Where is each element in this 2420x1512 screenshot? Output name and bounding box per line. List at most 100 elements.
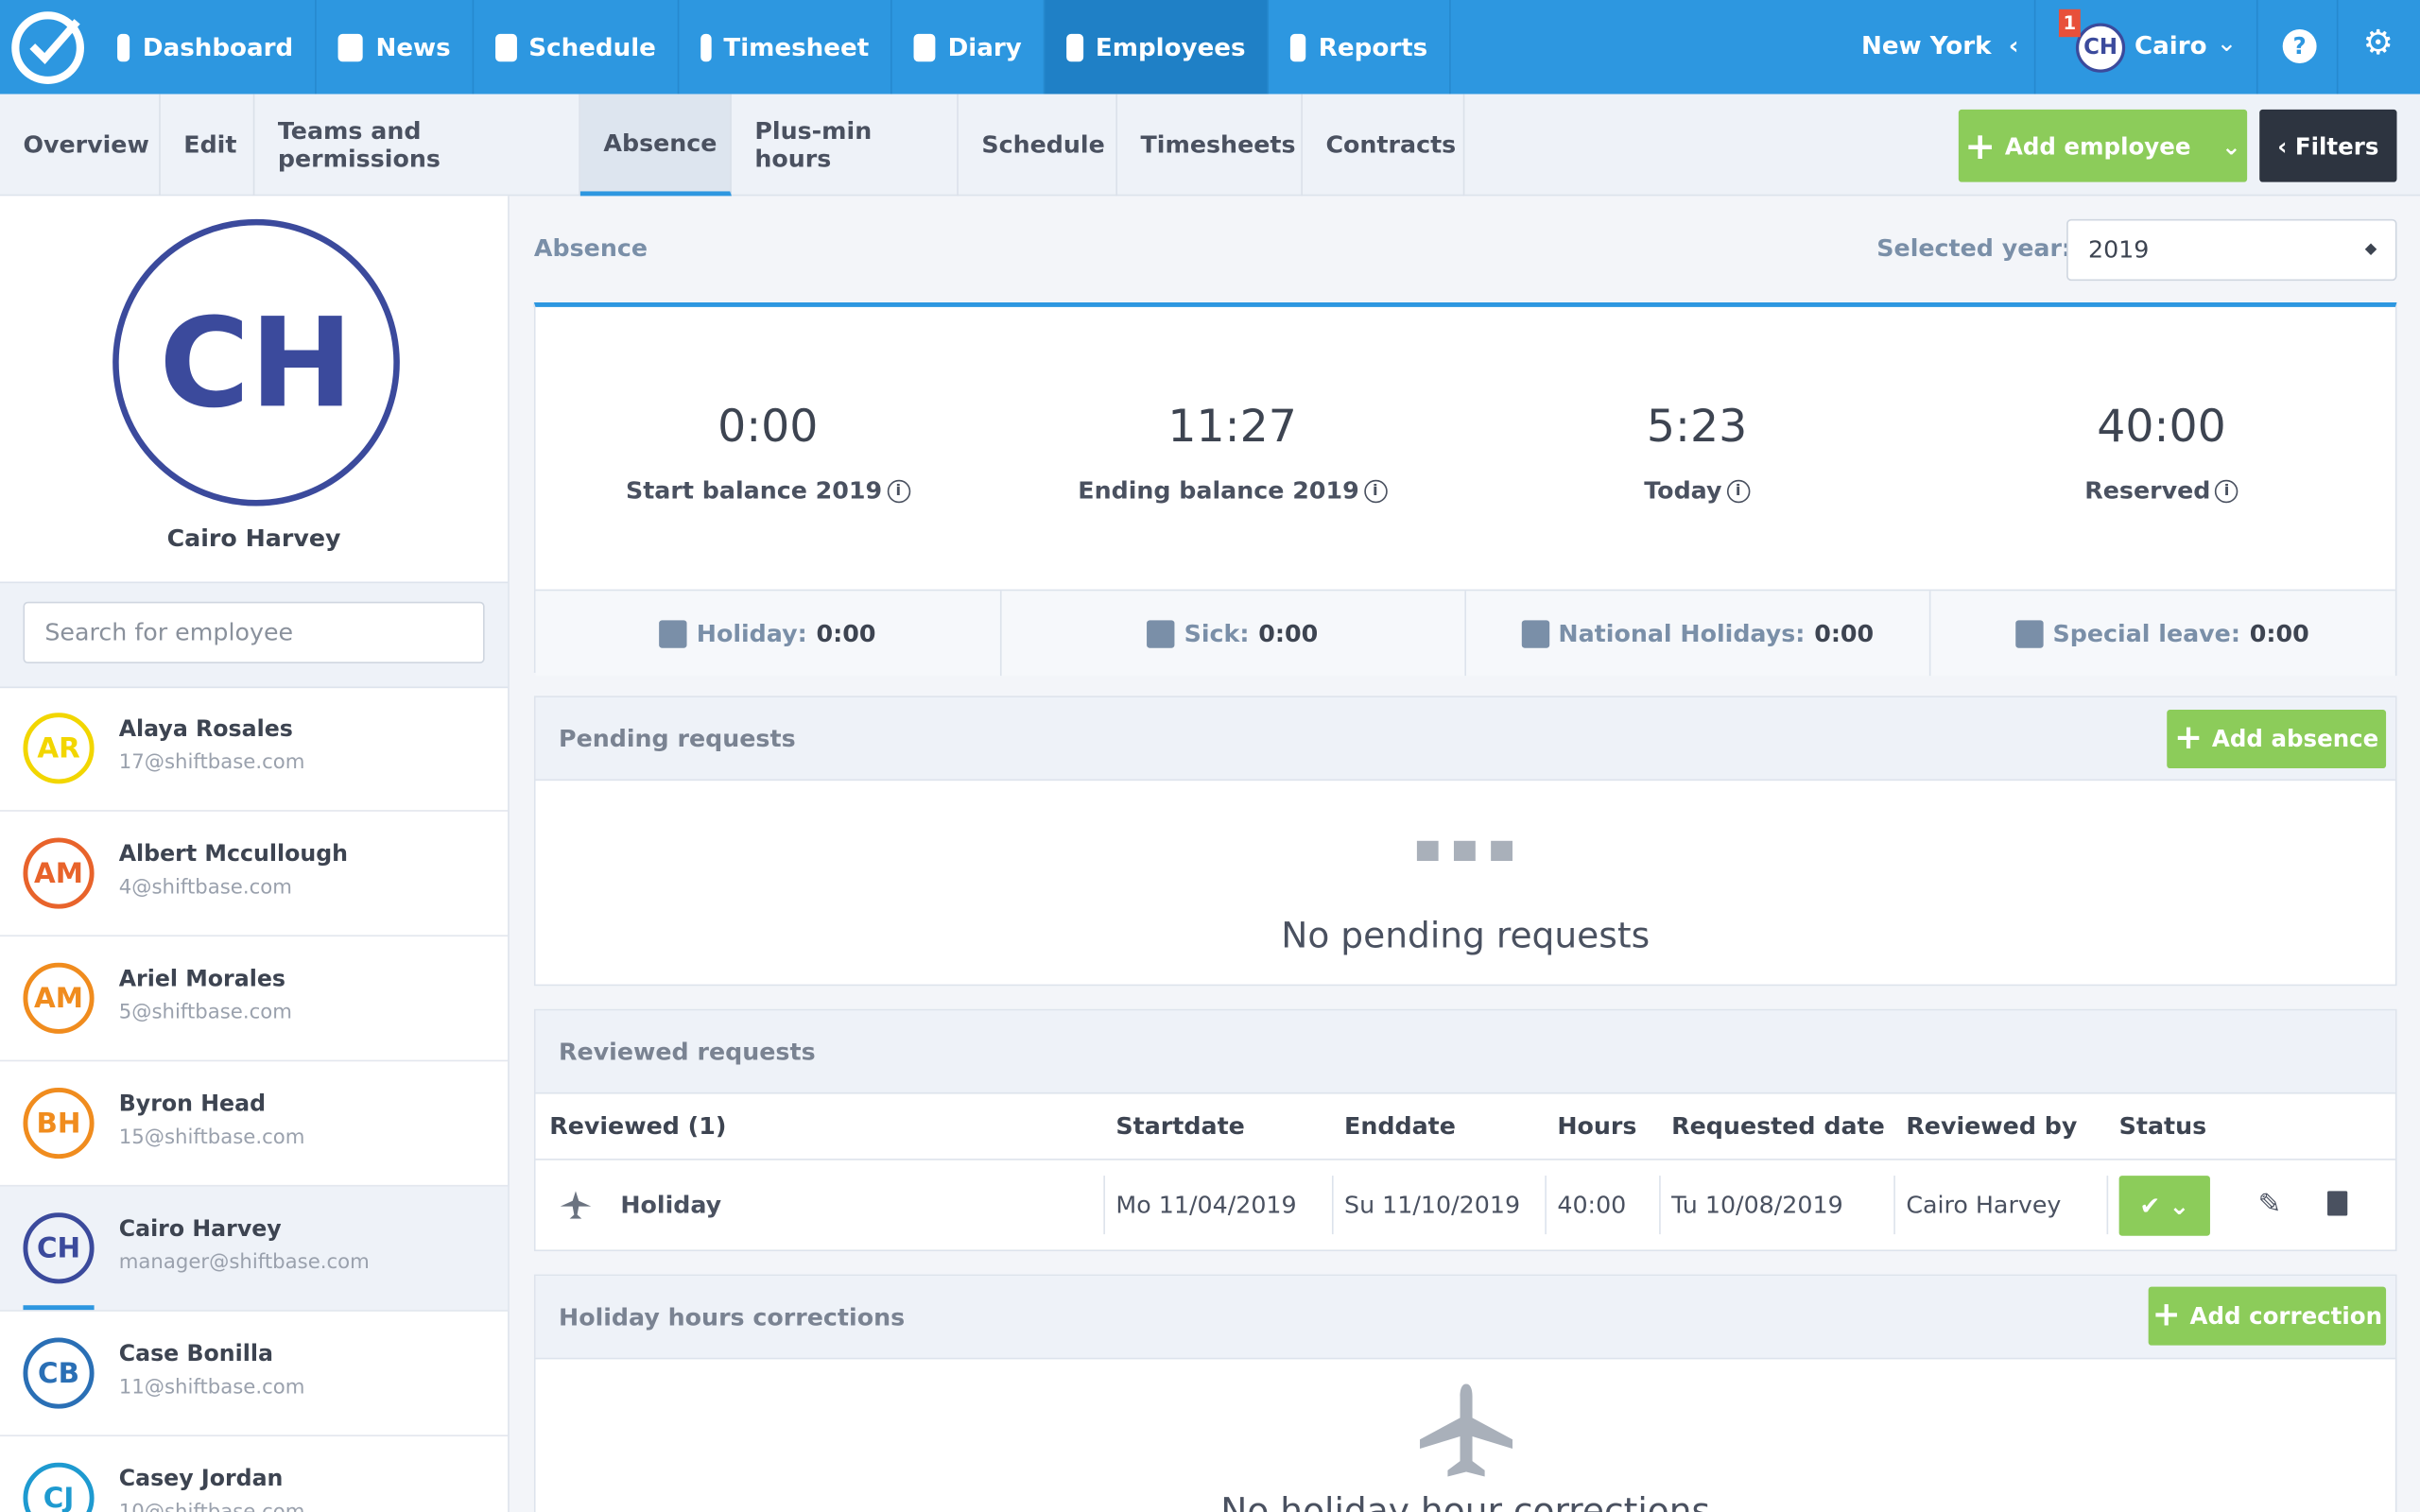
employee-item[interactable]: AM Albert Mccullough 4@shiftbase.com bbox=[0, 812, 509, 937]
employee-item[interactable]: CJ Casey Jordan 10@shiftbase.com bbox=[0, 1436, 508, 1512]
cell-separator bbox=[1103, 1176, 1105, 1235]
tab[interactable]: Timesheets bbox=[1117, 94, 1303, 197]
employee-name: Casey Jordan bbox=[118, 1467, 284, 1492]
balance-label-text: Reserved bbox=[2084, 476, 2211, 505]
employee-item[interactable]: AR Alaya Rosales 17@shiftbase.com bbox=[0, 687, 509, 812]
select-arrows: ◆ bbox=[2364, 240, 2377, 258]
caret: ⌄ bbox=[2221, 131, 2241, 160]
type-label: Special leave: bbox=[2052, 619, 2240, 647]
section-title: Absence bbox=[533, 234, 648, 263]
panel-title: Holiday hours corrections bbox=[559, 1302, 906, 1332]
employee-avatar: AM bbox=[23, 962, 95, 1034]
type-icon bbox=[2015, 619, 2044, 647]
absence-types: Holiday: 0:00 Sick: 0:00 National Holidays: 0… bbox=[535, 589, 2396, 677]
add-correction-label: Add correction bbox=[2189, 1301, 2383, 1331]
plane-icon bbox=[1420, 1383, 1512, 1477]
column-header: Startdate bbox=[1115, 1112, 1245, 1141]
column-header: Requested date bbox=[1671, 1112, 1885, 1141]
employee-item[interactable]: CB Case Bonilla 11@shiftbase.com bbox=[0, 1312, 509, 1436]
filters-button[interactable]: ‹ Filters bbox=[2259, 109, 2397, 182]
employee-name: Alaya Rosales bbox=[118, 717, 293, 743]
location-name: New York bbox=[1860, 30, 1992, 60]
add-employee-label: Add employee bbox=[2004, 131, 2191, 160]
nav-label: Diary bbox=[947, 32, 1022, 62]
help-button[interactable]: ? bbox=[2282, 29, 2317, 63]
info-icon: i bbox=[1363, 479, 1388, 504]
panel-header: Reviewed requests bbox=[535, 1010, 2395, 1094]
delete-button[interactable] bbox=[2327, 1191, 2348, 1216]
nav-item[interactable]: Timesheet bbox=[679, 0, 892, 94]
balance: 11:27 Ending balance 2019 i bbox=[1000, 400, 1464, 505]
row-icon bbox=[560, 1191, 592, 1219]
nav-item[interactable]: Employees bbox=[1045, 0, 1270, 94]
nav-item[interactable]: Reports bbox=[1269, 0, 1451, 94]
status-button[interactable]: ✔ ⌄ bbox=[2118, 1176, 2210, 1236]
type-value: 0:00 bbox=[1258, 619, 1319, 647]
employee-name: Albert Mccullough bbox=[118, 842, 349, 868]
employee-item[interactable]: CH Cairo Harvey manager@shiftbase.com bbox=[0, 1186, 509, 1312]
panel-header: Pending requests + Add absence bbox=[535, 696, 2395, 782]
type-icon bbox=[659, 619, 687, 647]
nav-item[interactable]: News bbox=[317, 0, 475, 94]
tab[interactable]: Teams and permissions bbox=[254, 94, 580, 197]
employee-email: 11@shiftbase.com bbox=[118, 1376, 305, 1400]
nav-label: Reports bbox=[1318, 32, 1428, 62]
balance-label-text: Today bbox=[1644, 476, 1722, 505]
tab[interactable]: Edit bbox=[161, 94, 255, 197]
employee-email: 4@shiftbase.com bbox=[118, 876, 292, 900]
add-correction-button[interactable]: + Add correction bbox=[2148, 1286, 2387, 1346]
employee-email: 15@shiftbase.com bbox=[118, 1125, 305, 1150]
tab[interactable]: Overview bbox=[0, 94, 161, 197]
year-value: 2019 bbox=[2087, 235, 2150, 265]
balance-value: 11:27 bbox=[1167, 399, 1297, 453]
type-label: National Holidays: bbox=[1558, 619, 1806, 647]
tab[interactable]: Plus-min hours bbox=[732, 94, 959, 197]
year-select[interactable]: 2019 ◆ bbox=[2066, 218, 2397, 282]
table-cell: Cairo Harvey bbox=[1906, 1191, 2062, 1219]
cell-separator bbox=[1545, 1176, 1547, 1235]
table-cell: Tu 10/08/2019 bbox=[1671, 1191, 1843, 1219]
divider bbox=[2336, 0, 2339, 94]
edit-button[interactable]: ✎ bbox=[2257, 1188, 2282, 1221]
sidebar: CH Cairo Harvey Search for employee AR Al… bbox=[0, 196, 510, 1512]
cell-separator bbox=[2106, 1176, 2109, 1235]
balance-label: Reserved i bbox=[1929, 476, 2394, 505]
type-label: Sick: bbox=[1184, 619, 1250, 647]
nav-item[interactable]: Diary bbox=[892, 0, 1046, 94]
absence-type: Special leave: 0:00 bbox=[1930, 591, 2396, 677]
employee-item[interactable]: BH Byron Head 15@shiftbase.com bbox=[0, 1061, 509, 1187]
notification-badge: 1 bbox=[2058, 9, 2081, 38]
tab[interactable]: Contracts bbox=[1303, 94, 1465, 197]
user-menu-caret[interactable]: ⌄ bbox=[2216, 27, 2238, 58]
balance: 0:00 Start balance 2019 i bbox=[536, 400, 1000, 505]
empty-message: No holiday hour corrections bbox=[1220, 1491, 1711, 1512]
empty-message: No pending requests bbox=[1281, 916, 1651, 957]
logo[interactable] bbox=[9, 9, 87, 87]
table-row: Holiday Mo 11/04/2019 Su 11/10/2019 40:00 Tu… bbox=[536, 1160, 2395, 1250]
nav-item[interactable]: Dashboard bbox=[95, 0, 317, 94]
nav-label: Dashboard bbox=[142, 32, 294, 62]
tab[interactable]: Schedule bbox=[959, 94, 1118, 197]
year-label: Selected year: bbox=[1876, 234, 2072, 263]
pending-panel: Pending requests + Add absence No pending… bbox=[533, 696, 2397, 987]
user-name[interactable]: Cairo bbox=[2134, 30, 2207, 60]
profile-name: Cairo Harvey bbox=[166, 524, 341, 553]
add-absence-button[interactable]: + Add absence bbox=[2167, 710, 2387, 769]
search-input[interactable]: Search for employee bbox=[23, 601, 485, 664]
nav-item[interactable]: Schedule bbox=[474, 0, 680, 94]
user-avatar[interactable]: CH bbox=[2075, 23, 2126, 73]
type-icon bbox=[1521, 619, 1549, 647]
settings-button[interactable]: ⚙ bbox=[2362, 25, 2394, 63]
employee-email: manager@shiftbase.com bbox=[118, 1251, 370, 1275]
divider bbox=[2033, 0, 2036, 94]
add-employee-button[interactable]: + Add employee ⌄ bbox=[1958, 109, 2248, 182]
info-icon: i bbox=[2215, 479, 2238, 504]
profile-avatar: CH bbox=[112, 218, 400, 507]
employee-email: 10@shiftbase.com bbox=[119, 1502, 305, 1512]
nav-label: Timesheet bbox=[723, 32, 870, 62]
type-value: 0:00 bbox=[2249, 619, 2309, 647]
employee-item[interactable]: AM Ariel Morales 5@shiftbase.com bbox=[0, 936, 509, 1062]
location[interactable]: New York ‹ bbox=[1860, 30, 2019, 60]
balance: 40:00 Reserved i bbox=[1929, 400, 2394, 505]
tab[interactable]: Absence bbox=[579, 94, 732, 197]
